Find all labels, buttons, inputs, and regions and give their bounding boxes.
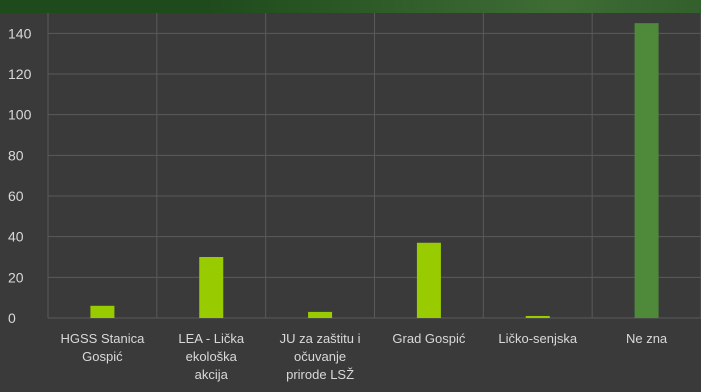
y-tick-label: 140 [8,25,32,41]
bar [634,23,659,319]
bar [308,311,333,318]
x-tick-label-line: očuvanje [294,349,346,364]
bar [90,305,115,318]
x-tick-label: JU za zaštitu i očuvanje prirode LSŽ [280,331,361,382]
bar [199,257,224,318]
x-tick-label-line: Ličko-senjska [498,331,578,346]
x-tick-label-line: Ne zna [626,331,668,346]
x-tick-label-line: LEA - Lička [178,331,245,346]
bar [416,242,441,318]
x-tick-label-line: JU za zaštitu i [280,331,361,346]
x-tick-label-line: Gospić [82,349,123,364]
x-tick-label: Ne zna [626,331,668,346]
y-tick-label: 120 [8,66,32,82]
x-tick-label-line: Grad Gospić [392,331,465,346]
y-tick-label: 60 [8,188,24,204]
y-tick-label: 0 [8,310,16,326]
x-axis-tick-labels: HGSS Stanica Gospić LEA - Lička ekološka akc… [61,331,668,382]
bar [525,315,550,318]
y-tick-label: 80 [8,147,24,163]
x-tick-label-line: HGSS Stanica [61,331,146,346]
x-tick-label: HGSS Stanica Gospić [61,331,146,364]
bars [90,23,659,319]
y-axis-tick-labels: 0 20 40 60 80 100 120 140 [8,25,32,326]
gridlines [47,13,701,319]
chart-panel [0,13,701,392]
y-tick-label: 20 [8,269,24,285]
x-tick-label: LEA - Lička ekološka akcija [178,331,245,382]
x-tick-label-line: ekološka [186,349,238,364]
x-tick-label: Ličko-senjska [498,331,578,346]
y-tick-label: 100 [8,107,32,123]
x-tick-label: Grad Gospić [392,331,465,346]
y-tick-label: 40 [8,229,24,245]
x-tick-label-line: prirode LSŽ [286,367,354,382]
x-tick-label-line: akcija [195,367,229,382]
